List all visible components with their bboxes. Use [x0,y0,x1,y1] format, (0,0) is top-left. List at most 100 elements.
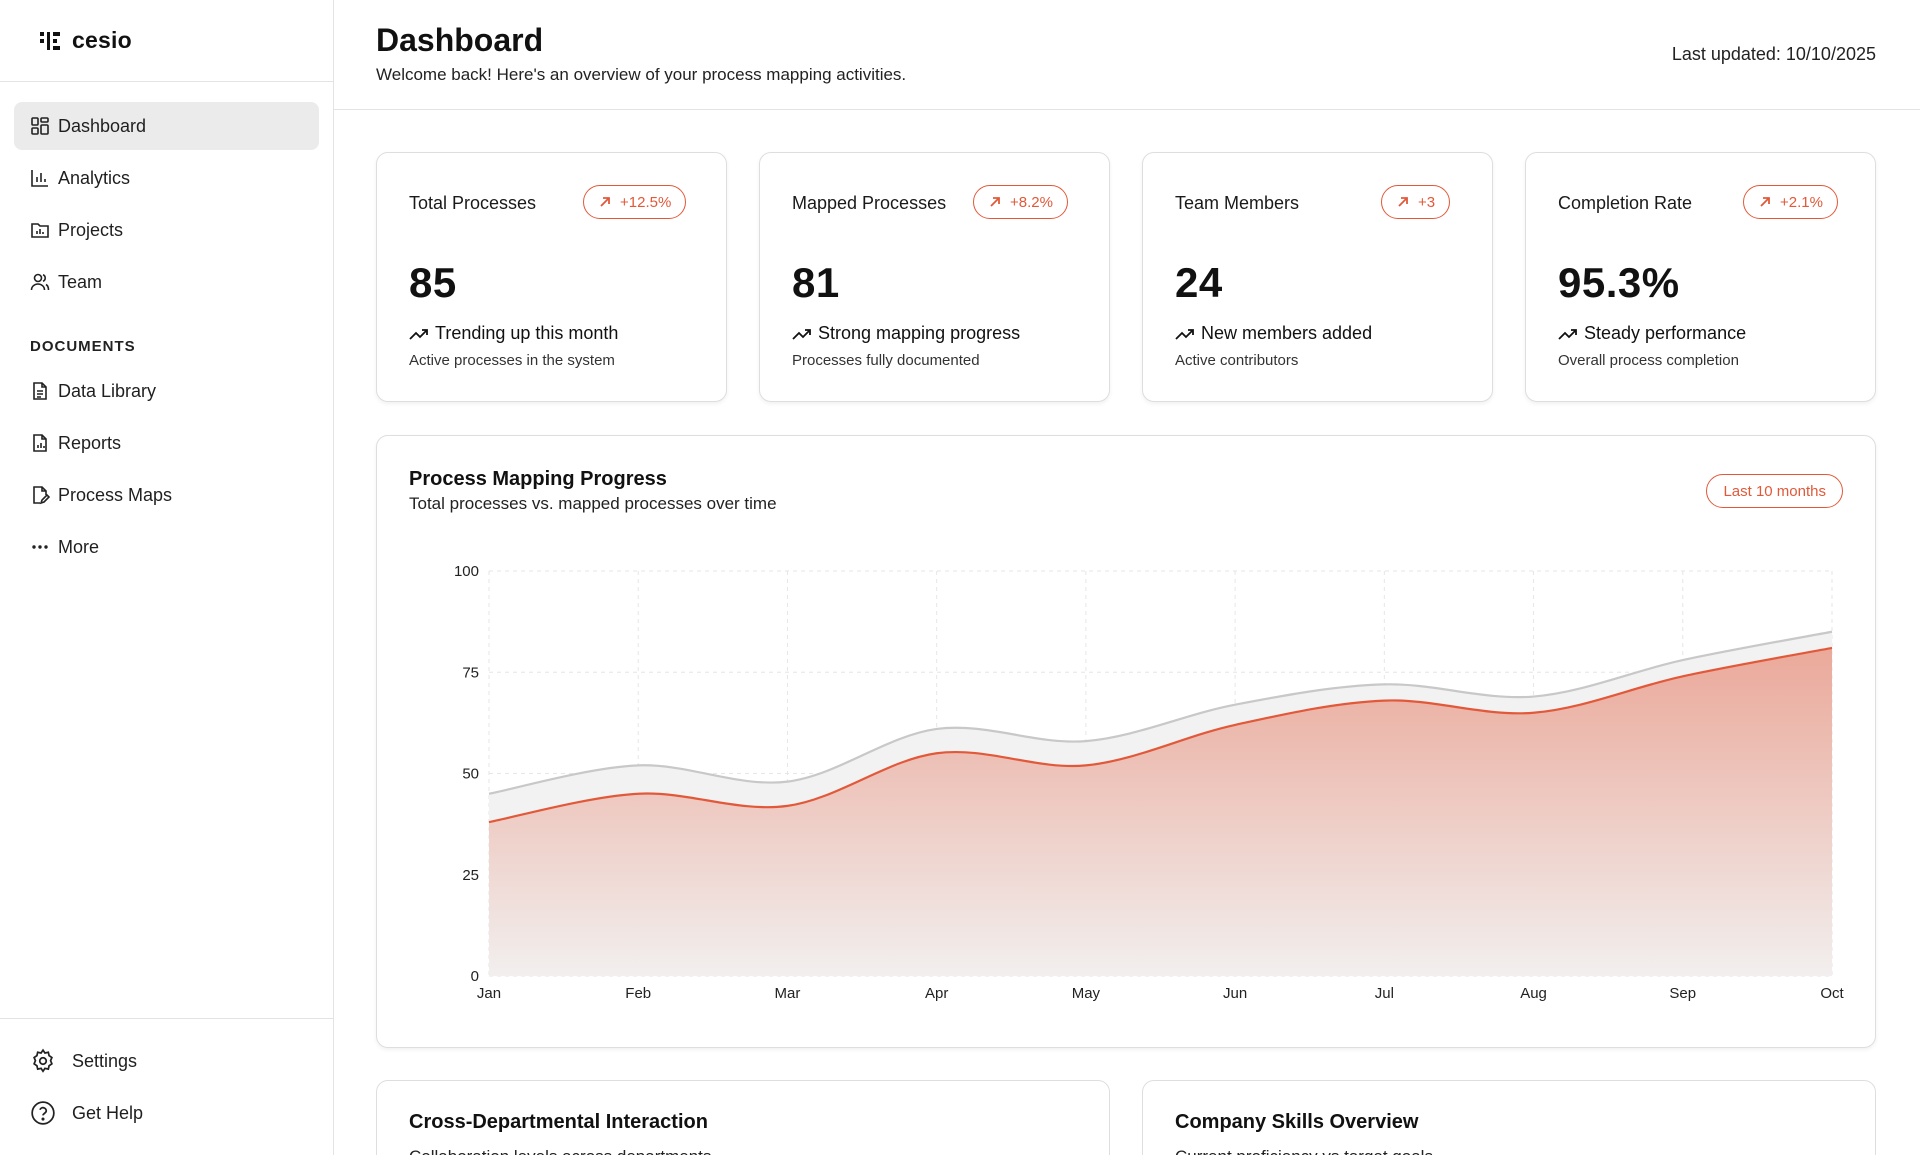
card-trend-text: Strong mapping progress [818,323,1021,343]
card-value: 95.3% [1558,259,1680,306]
stat-cards: Total Processes +12.5% 85 Trending up th… [376,152,1876,402]
main-nav: Dashboard Analytics Projects Team DOCUME… [0,82,333,571]
sidebar-item-reports[interactable]: Reports [14,419,319,467]
sidebar-item-data-library[interactable]: Data Library [14,367,319,415]
card-trend-text: Trending up this month [435,323,619,343]
card-description: Processes fully documented [792,352,980,369]
area-chart: 0 25 50 75 100 Jan Feb Mar Apr May Jun Jul Aug Sep Oct [454,563,1845,1002]
card-title: Company Skills Overview [1175,1111,1419,1133]
y-tick-label: 100 [454,563,479,580]
x-tick-label: Feb [625,985,651,1002]
change-badge: +8.2% [973,185,1068,219]
last-updated-text: Last updated: 10/10/2025 [1671,44,1876,64]
brand[interactable]: cesio [0,0,333,82]
sidebar-item-settings[interactable]: Settings [14,1037,319,1085]
arrow-up-right-icon [1398,197,1408,207]
users-icon [30,272,50,292]
page-title: Dashboard [376,22,544,58]
help-circle-icon [30,1100,56,1126]
sidebar-item-team[interactable]: Team [14,258,319,306]
change-badge: +2.1% [1743,185,1838,219]
file-chart-icon [30,433,50,453]
y-tick-label: 25 [462,867,479,884]
card-trend-text: Steady performance [1584,323,1747,343]
y-tick-label: 75 [462,664,479,681]
stat-card-completion-rate: Completion Rate +2.1% 95.3% Steady perfo… [1525,152,1876,402]
more-dots-icon [30,537,50,557]
card-trend: Steady performance [1558,323,1746,344]
change-badge-text: +8.2% [1010,193,1053,211]
cross-departmental-card: Cross-Departmental Interaction Collabora… [376,1080,1110,1155]
card-value: 81 [792,259,840,306]
card-value: 85 [409,259,457,306]
card-title: Cross-Departmental Interaction [409,1111,708,1133]
sidebar-item-label: Reports [58,432,122,453]
sidebar-item-get-help[interactable]: Get Help [14,1089,319,1137]
card-description: Overall process completion [1558,352,1739,369]
card-label: Team Members [1175,193,1300,213]
card-description: Active processes in the system [409,352,615,369]
x-tick-label: Sep [1669,985,1696,1002]
x-tick-label: May [1072,985,1101,1002]
sidebar-item-projects[interactable]: Projects [14,206,319,254]
card-description: Active contributors [1175,352,1299,369]
change-badge: +3 [1381,185,1451,219]
x-tick-label: Oct [1820,985,1844,1002]
folder-chart-icon [30,220,50,240]
sidebar-item-more[interactable]: More [14,523,319,571]
stat-card-mapped-processes: Mapped Processes +8.2% 81 Strong mapping… [759,152,1110,402]
card-trend: New members added [1175,323,1372,344]
sidebar-item-label: Team [58,271,103,292]
change-badge-text: +3 [1418,193,1436,211]
process-mapping-chart-card: 0 25 50 75 100 Jan Feb Mar Apr May Jun Jul Aug Sep Oct… [376,435,1876,1048]
stat-card-total-processes: Total Processes +12.5% 85 Trending up th… [376,152,727,402]
mapped-processes-area [489,647,1832,976]
brand-name: cesio [72,27,132,53]
card-trend-text: New members added [1201,323,1373,343]
dashboard-icon [30,116,50,136]
cesio-logo-icon [40,31,60,50]
bar-chart-icon [30,168,50,188]
total-processes-line [488,630,1833,795]
card-label: Completion Rate [1558,193,1693,213]
sidebar-item-label: Settings [72,1050,138,1071]
sidebar-item-dashboard[interactable]: Dashboard [14,102,319,150]
card-label: Mapped Processes [792,193,947,213]
sidebar-item-label: Analytics [58,167,131,188]
x-tick-label: Mar [775,985,801,1002]
card-value: 24 [1175,259,1223,306]
arrow-up-right-icon [600,197,610,207]
x-tick-label: Jun [1223,985,1247,1002]
card-subtitle: Collaboration levels across departments [409,1147,711,1155]
mapped-processes-line [488,646,1833,824]
sidebar-footer: Settings Get Help [0,1018,333,1155]
sidebar-item-process-maps[interactable]: Process Maps [14,471,319,519]
sidebar-item-label: More [58,536,100,557]
y-tick-label: 0 [471,968,479,985]
trending-up-icon [409,328,428,340]
page-header: Dashboard Welcome back! Here's an overvi… [334,0,1920,110]
x-tick-label: Aug [1520,985,1547,1002]
page-subtitle: Welcome back! Here's an overview of your… [376,65,907,84]
sidebar-item-analytics[interactable]: Analytics [14,154,319,202]
documents-section-label: DOCUMENTS [30,338,136,355]
sidebar-item-label: Process Maps [58,484,173,505]
file-pen-icon [30,485,50,505]
x-tick-label: Jan [477,985,501,1002]
trending-up-icon [792,328,811,340]
chart-title: Process Mapping Progress [409,468,667,490]
card-trend: Trending up this month [409,323,618,344]
arrow-up-right-icon [990,197,1000,207]
time-range-badge[interactable]: Last 10 months [1706,474,1843,508]
stat-card-team-members: Team Members +3 24 New members added Act… [1142,152,1493,402]
change-badge-text: +12.5% [620,193,672,211]
trending-up-icon [1558,328,1577,340]
sidebar-item-label: Dashboard [58,115,147,136]
chart-subtitle: Total processes vs. mapped processes ove… [409,494,777,513]
file-text-icon [30,381,50,401]
card-trend: Strong mapping progress [792,323,1020,344]
trending-up-icon [1175,328,1194,340]
sidebar-item-label: Get Help [72,1102,144,1123]
change-badge: +12.5% [583,185,687,219]
card-subtitle: Current proficiency vs target goals [1175,1147,1433,1155]
